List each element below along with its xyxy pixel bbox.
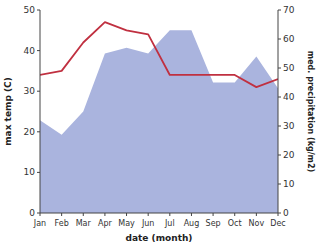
y2-tick (278, 10, 281, 11)
y2-tick (278, 68, 281, 69)
x-tick (256, 213, 257, 216)
x-tick (104, 213, 105, 216)
x-tick-label: Mar (76, 219, 92, 228)
x-tick-label: Feb (55, 219, 69, 228)
y2-tick (278, 39, 281, 40)
y-tick (37, 10, 40, 11)
x-tick (61, 213, 62, 216)
x-tick-label: Apr (98, 219, 113, 228)
y-tick (37, 50, 40, 51)
x-tick-label: Dec (270, 219, 285, 228)
y-tick (37, 91, 40, 92)
chart: 0 10 20 30 40 50 0 10 20 30 40 50 60 70 Jan Feb Mar Apr Ma… (0, 0, 318, 247)
y2-tick-label: 60 (283, 34, 295, 44)
x-tick (126, 213, 127, 216)
y-tick-label: 30 (24, 86, 36, 96)
y-axis-line (40, 10, 41, 213)
y2-tick-label: 30 (283, 121, 295, 131)
x-tick-label: Jul (164, 219, 175, 228)
y-tick-label: 0 (29, 208, 35, 218)
y-tick-label: 50 (24, 5, 36, 15)
x-tick (83, 213, 84, 216)
x-tick-label: Nov (249, 219, 265, 228)
x-tick (191, 213, 192, 216)
x-tick (40, 213, 41, 216)
y2-tick-label: 0 (283, 208, 289, 218)
y-axis-label: max temp (C) (3, 77, 13, 146)
x-tick-label: Oct (228, 219, 242, 228)
x-tick-label: May (118, 219, 135, 228)
y2-tick-label: 40 (283, 92, 295, 102)
y2-axis-label: med. precipitation (kg/m2) (306, 51, 315, 172)
x-tick (278, 213, 279, 216)
y-tick (37, 131, 40, 132)
y2-tick-label: 50 (283, 63, 295, 73)
y2-axis-line (278, 10, 279, 213)
x-tick (169, 213, 170, 216)
x-axis-label: date (month) (126, 233, 193, 243)
y-tick (37, 172, 40, 173)
x-tick-label: Jun (141, 219, 155, 228)
y-tick-label: 20 (24, 127, 36, 137)
y2-tick (278, 126, 281, 127)
x-tick-label: Sep (206, 219, 221, 228)
y2-tick-label: 70 (283, 5, 295, 15)
plot-area (40, 22, 278, 213)
x-tick-label: Aug (184, 219, 200, 228)
x-tick (234, 213, 235, 216)
x-tick (148, 213, 149, 216)
x-tick (213, 213, 214, 216)
y2-tick (278, 97, 281, 98)
y2-tick (278, 155, 281, 156)
y2-tick-label: 10 (283, 179, 295, 189)
temperature-line (40, 22, 278, 87)
chart-container: 0 10 20 30 40 50 0 10 20 30 40 50 60 70 Jan Feb Mar Apr Ma… (0, 0, 318, 247)
y2-tick (278, 184, 281, 185)
y2-tick-label: 20 (283, 150, 295, 160)
y-tick-label: 10 (24, 167, 36, 177)
x-tick-label: Jan (33, 219, 46, 228)
x-axis-line (40, 213, 278, 214)
y-tick-label: 40 (24, 46, 36, 56)
precipitation-area (40, 30, 278, 213)
